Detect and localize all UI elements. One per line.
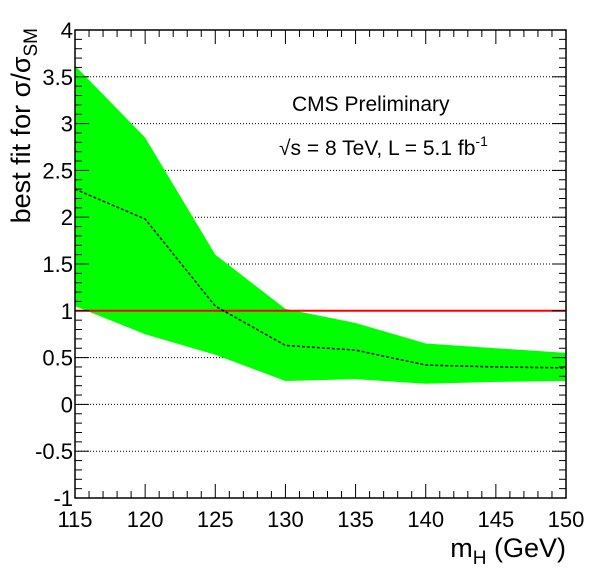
y-tick-label: 3 xyxy=(61,112,73,137)
x-tick-label: 145 xyxy=(477,507,514,532)
x-tick-label: 125 xyxy=(197,507,234,532)
cms-preliminary-label: CMS Preliminary xyxy=(292,93,450,116)
energy-lumi-label: √s = 8 TeV, L = 5.1 fb-1 xyxy=(279,133,488,160)
y-tick-label: 1.5 xyxy=(42,252,73,277)
x-axis-title-rest: (GeV) xyxy=(486,533,566,563)
x-axis-title-main: m xyxy=(450,533,473,563)
x-axis-title: mH (GeV) xyxy=(450,533,566,569)
y-axis-title-main: best fit for σ/σ xyxy=(6,56,36,223)
x-tick-label: 120 xyxy=(127,507,164,532)
sqrt-symbol: √ xyxy=(279,137,291,160)
y-tick-label: 1 xyxy=(61,299,73,324)
y-axis-title-sub: SM xyxy=(21,28,42,57)
y-tick-label: 2.5 xyxy=(42,158,73,183)
y-tick-label: 0.5 xyxy=(42,346,73,371)
y-tick-label: 0 xyxy=(61,392,73,417)
y-tick-label: 2 xyxy=(61,205,73,230)
x-tick-label: 130 xyxy=(267,507,304,532)
x-axis-title-sub: H xyxy=(473,548,487,569)
y-tick-label: 4 xyxy=(61,18,73,43)
y-tick-label: -1 xyxy=(53,486,73,511)
x-tick-label: 135 xyxy=(337,507,374,532)
y-tick-label: -0.5 xyxy=(35,439,73,464)
y-tick-label: 3.5 xyxy=(42,65,73,90)
energy-lumi-text: s = 8 TeV, L = 5.1 fb xyxy=(291,137,476,160)
y-axis-title: best fit for σ/σSM xyxy=(6,28,42,223)
x-tick-label: 150 xyxy=(548,507,585,532)
x-tick-label: 140 xyxy=(407,507,444,532)
lumi-exponent: -1 xyxy=(475,133,488,149)
